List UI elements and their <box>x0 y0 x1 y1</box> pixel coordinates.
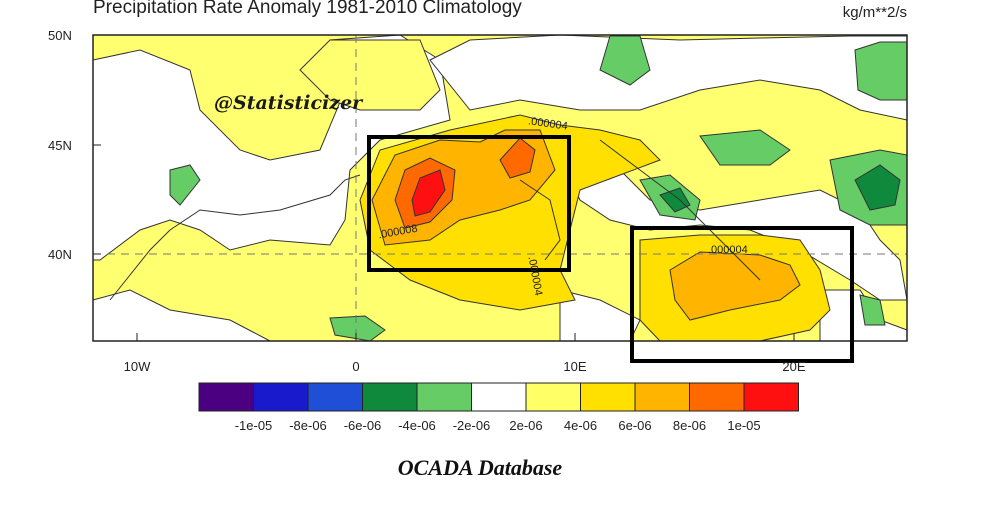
negative-anomaly-adriatic-core <box>659 187 691 213</box>
colorbar-label: -1e-05 <box>234 418 273 433</box>
lon-tick-label: 10E <box>563 359 587 374</box>
colorbar-swatch <box>580 382 636 412</box>
negative-anomaly-balkan-north <box>699 129 791 166</box>
contour-label: .000004 <box>708 244 748 256</box>
negative-anomaly-southeast <box>859 294 886 326</box>
highlight-box-western-med <box>367 135 571 272</box>
colorbar-swatch <box>198 382 254 412</box>
coastline-sardinia <box>519 179 561 261</box>
negative-anomaly-alps <box>599 35 651 86</box>
anomaly-peak-west <box>411 169 446 217</box>
colorbar <box>198 382 799 412</box>
source-caption: OCADA Database <box>397 455 563 480</box>
colorbar-swatch <box>307 382 363 412</box>
colorbar-swatch <box>416 382 472 412</box>
colorbar-swatch <box>253 382 309 412</box>
colorbar-label: -4e-06 <box>398 418 436 433</box>
plot-frame <box>92 34 908 342</box>
colorbar-swatch <box>471 382 527 412</box>
negative-anomaly-northeast <box>854 41 908 101</box>
colorbar-label: 1e-05 <box>727 418 761 433</box>
negative-anomaly-greece-core <box>854 164 901 211</box>
colorbar-label: 8e-06 <box>672 418 707 433</box>
lat-tick-label: 40N <box>48 247 72 262</box>
colorbar-label: 4e-06 <box>563 418 598 433</box>
lon-tick-label: 20E <box>782 359 806 374</box>
lon-tick-label: 0 <box>352 359 360 374</box>
colorbar-swatch <box>634 382 690 412</box>
lat-tick-label: 50N <box>48 28 72 43</box>
coastline-iberia <box>109 174 361 301</box>
anomaly-peak-corsica <box>499 137 536 179</box>
colorbar-swatch <box>743 382 799 412</box>
colorbar-label: 6e-06 <box>618 418 652 433</box>
highlight-box-central-med <box>630 226 854 363</box>
colorbar-label: -2e-06 <box>452 418 491 433</box>
colorbar-label: 2e-06 <box>509 418 543 433</box>
neutral-region-africa-central <box>559 289 641 342</box>
colorbar-swatch <box>525 382 581 412</box>
colorbar-swatch <box>689 382 745 412</box>
lat-tick-label: 45N <box>48 138 72 153</box>
negative-anomaly-algeria <box>329 315 386 342</box>
units-label: kg/m**2/s <box>842 4 907 21</box>
colorbar-label: -8e-06 <box>289 418 327 433</box>
negative-anomaly-iberia <box>169 164 201 206</box>
positive-anomaly-france <box>299 39 441 111</box>
map-title: Precipitation Rate Anomaly 1981-2010 Cli… <box>93 0 522 18</box>
colorbar-swatch <box>362 382 418 412</box>
watermark-handle: @Statisticizer <box>214 92 363 114</box>
colorbar-label: -6e-06 <box>343 418 382 433</box>
coastline-italy <box>599 139 761 281</box>
lon-tick-label: 10W <box>123 359 151 374</box>
